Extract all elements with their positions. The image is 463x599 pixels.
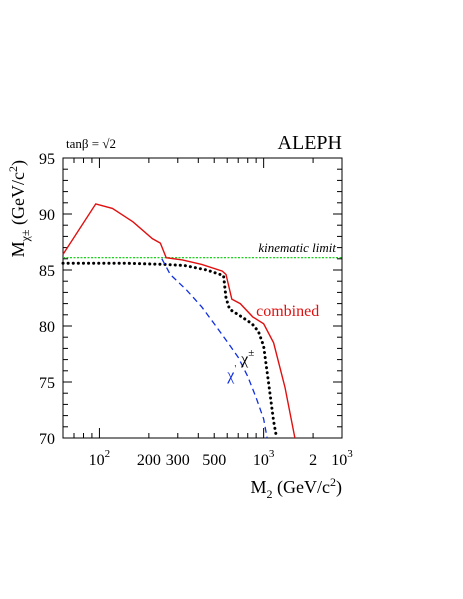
annotation-2: χ± <box>240 347 254 368</box>
x-tick-label: 500 <box>202 452 226 469</box>
series-line-2 <box>61 261 279 440</box>
series-line-3 <box>161 258 268 439</box>
series-line-1 <box>62 203 296 439</box>
y-tick-label: 85 <box>39 263 55 280</box>
kinematic-limit-label: kinematic limit <box>258 240 336 255</box>
annotation-3: χ' <box>226 363 236 384</box>
series-layer <box>61 203 342 440</box>
y-tick-label: 70 <box>39 431 55 448</box>
y-tick-label: 80 <box>39 319 55 336</box>
y-tick-label: 75 <box>39 375 55 392</box>
x-tick-label: 200 <box>137 452 161 469</box>
x-tick-label: 300 <box>166 452 190 469</box>
x-tick-label: 103 <box>253 448 275 469</box>
annotation-1: combined <box>256 303 319 320</box>
tick-marks <box>62 157 343 439</box>
header-right: ALEPH <box>278 132 342 154</box>
header-left: tanβ = √2 <box>66 136 116 151</box>
y-tick-label: 90 <box>39 207 55 224</box>
plot-frame <box>62 157 343 439</box>
y-tick-label: 95 <box>39 151 55 168</box>
y-axis-label: Mχ± (GeV/c2) <box>6 160 32 257</box>
x-tick-label: 103 <box>331 448 353 469</box>
x-axis-label: M2 (GeV/c2) <box>251 475 343 501</box>
x-tick-label: 102 <box>89 448 111 469</box>
x-tick-label: 2 <box>309 452 317 469</box>
text-layer: tanβ = √2 ALEPH M2 (GeV/c2) Mχ± (GeV/c2)… <box>6 132 353 501</box>
